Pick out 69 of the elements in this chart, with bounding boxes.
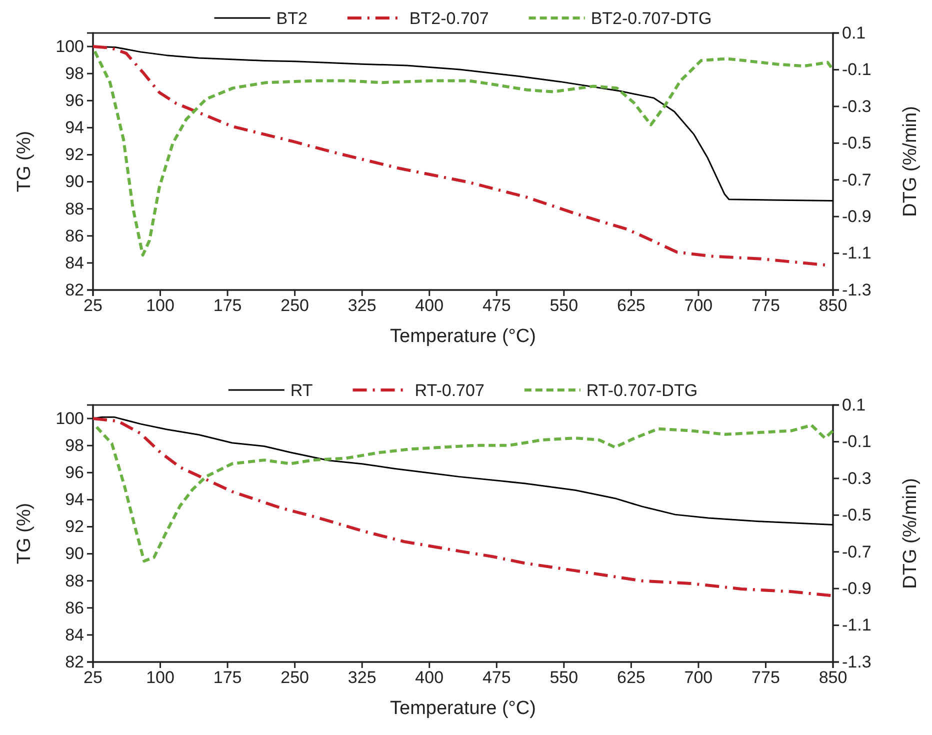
x-tick-label: 475 xyxy=(482,296,511,316)
y-tick-label: 82 xyxy=(65,652,84,672)
x-tick-label: 700 xyxy=(684,296,713,316)
y-tick-label: 86 xyxy=(65,226,84,246)
x-tick-label: 775 xyxy=(752,296,780,316)
y2-tick-label: -0.3 xyxy=(842,96,872,116)
y-tick-label: 96 xyxy=(65,91,84,110)
x-tick-label: 325 xyxy=(348,296,376,316)
y-tick-label: 96 xyxy=(65,463,84,482)
x-tick-label: 400 xyxy=(415,296,444,316)
y-tick-label: 90 xyxy=(65,544,84,564)
y2-tick-label: -0.1 xyxy=(842,60,872,80)
y-tick-label: 100 xyxy=(56,408,84,428)
x-tick-label: 700 xyxy=(684,668,713,688)
y-tick-label: 86 xyxy=(65,598,84,618)
legend-label: RT-0.707-DTG xyxy=(586,381,698,400)
y-tick-label: 84 xyxy=(65,625,84,644)
x-tick-label: 550 xyxy=(550,668,578,688)
y-tick-label: 84 xyxy=(65,253,84,272)
y-tick-label: 100 xyxy=(56,36,84,56)
y-axis-title: TG (%) xyxy=(14,130,35,192)
y2-axis-title: DTG (%/min) xyxy=(900,478,921,589)
y-tick-label: 92 xyxy=(65,145,84,164)
x-tick-label: 550 xyxy=(550,296,578,316)
x-tick-label: 625 xyxy=(616,296,646,316)
y2-tick-label: 0.1 xyxy=(842,395,866,414)
legend-label: BT2 xyxy=(276,9,308,28)
y2-tick-label: 0.1 xyxy=(842,23,866,42)
y-tick-label: 92 xyxy=(65,517,84,536)
y2-tick-label: -0.7 xyxy=(842,170,872,190)
y2-tick-label: -1.1 xyxy=(842,616,872,635)
x-axis-title: Temperature (°C) xyxy=(390,698,536,719)
y2-tick-label: -0.5 xyxy=(842,506,872,525)
y-tick-label: 90 xyxy=(65,172,84,192)
x-tick-label: 25 xyxy=(84,668,102,688)
x-tick-label: 400 xyxy=(415,668,444,688)
y-tick-label: 82 xyxy=(65,280,84,300)
y-tick-label: 98 xyxy=(65,64,84,84)
x-tick-label: 100 xyxy=(146,668,174,688)
x-tick-label: 625 xyxy=(616,668,646,688)
legend-label: RT-0.707 xyxy=(414,381,484,400)
x-tick-label: 250 xyxy=(280,668,310,688)
legend-label: BT2-0.707 xyxy=(409,9,489,28)
y2-tick-label: -0.3 xyxy=(842,468,872,488)
y2-tick-label: -0.7 xyxy=(842,542,872,562)
y2-tick-label: -0.5 xyxy=(842,134,872,153)
y2-tick-label: -0.9 xyxy=(842,207,872,226)
y-axis-title: TG (%) xyxy=(14,502,35,564)
x-tick-label: 100 xyxy=(146,296,174,316)
y2-tick-label: -1.1 xyxy=(842,244,872,263)
y-tick-label: 88 xyxy=(65,571,84,590)
x-tick-label: 25 xyxy=(84,296,102,316)
legend-label: BT2-0.707-DTG xyxy=(590,9,712,28)
line-series xyxy=(95,424,834,563)
x-tick-label: 325 xyxy=(348,668,376,688)
y2-tick-label: -0.9 xyxy=(842,579,872,598)
x-axis-title: Temperature (°C) xyxy=(390,326,536,347)
y-tick-label: 98 xyxy=(65,436,84,456)
y2-tick-label: -0.1 xyxy=(842,432,872,452)
x-tick-label: 175 xyxy=(213,668,242,688)
x-tick-label: 475 xyxy=(482,668,511,688)
y2-axis-title: DTG (%/min) xyxy=(900,106,921,217)
y-tick-label: 94 xyxy=(65,490,84,510)
y-tick-label: 94 xyxy=(65,118,84,138)
legend-label: RT xyxy=(290,381,313,400)
y-tick-label: 88 xyxy=(65,199,84,218)
x-tick-label: 250 xyxy=(280,296,310,316)
x-tick-label: 775 xyxy=(752,668,780,688)
x-tick-label: 175 xyxy=(213,296,242,316)
